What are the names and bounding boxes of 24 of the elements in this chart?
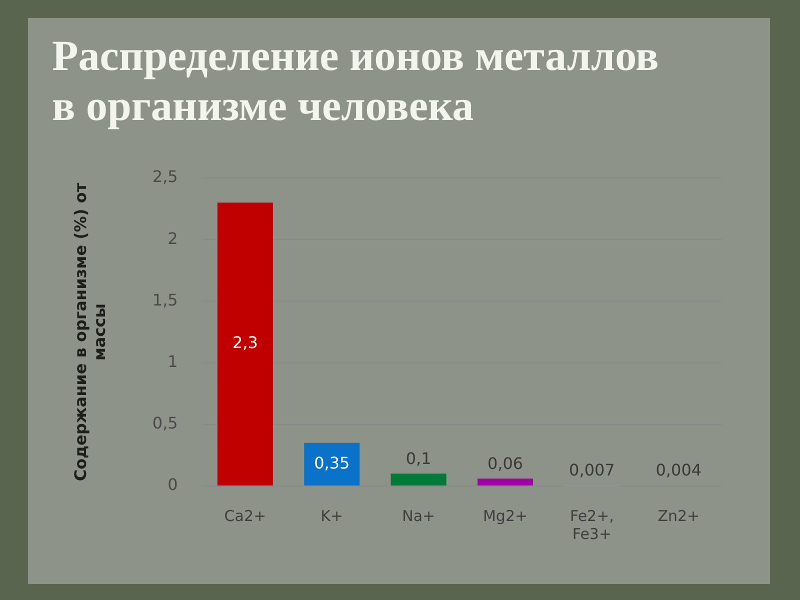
x-tick-label: K+ <box>320 506 344 525</box>
data-label: 0,007 <box>569 460 615 480</box>
y-tick-label: 2,5 <box>152 167 178 186</box>
y-tick-label: 1 <box>168 352 178 371</box>
y-tick-label: 0 <box>168 475 178 494</box>
x-tick-label: Fe2+, Fe3+ <box>570 506 614 543</box>
y-tick-label: 1,5 <box>152 290 178 310</box>
bar <box>217 202 273 486</box>
data-label: 0,1 <box>406 448 432 468</box>
bar <box>390 474 446 486</box>
y-tick-label: 0,5 <box>152 414 178 433</box>
y-axis-title: Содержание в организме (%) от массы <box>70 182 109 482</box>
x-tick-label: Zn2+ <box>658 506 700 525</box>
x-tick-label: Na+ <box>402 506 436 525</box>
data-label: 0,004 <box>656 460 702 480</box>
data-label: 0,06 <box>487 454 524 473</box>
chart-title: Распределение ионов металлов в организме человека <box>52 32 660 132</box>
y-tick-label: 2 <box>168 228 178 248</box>
data-label: 2,3 <box>232 333 258 352</box>
data-label: 0,35 <box>314 453 350 472</box>
bar <box>304 442 360 486</box>
x-tick-label: Mg2+ <box>482 506 528 525</box>
x-tick-label: Ca2+ <box>224 506 266 525</box>
bar <box>478 478 534 486</box>
